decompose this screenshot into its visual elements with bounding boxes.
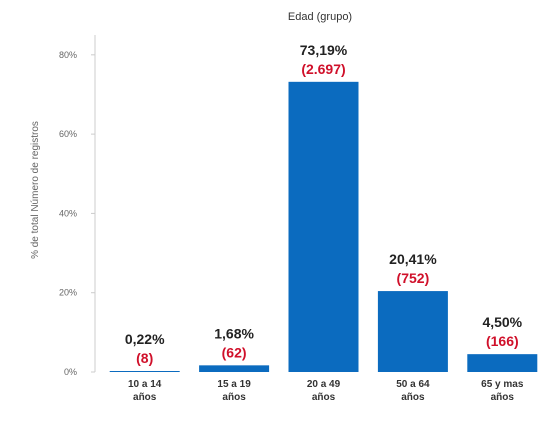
bar	[467, 354, 538, 372]
data-labels-group: 0,22% (8) 1,68% (62) 73,19% (2.697) 20,41% (752…	[125, 42, 523, 366]
count-label: (752)	[397, 270, 430, 286]
y-axis-label: % de total Número de registros	[30, 121, 41, 259]
percent-label: 73,19%	[300, 42, 348, 58]
bar	[109, 371, 180, 372]
x-tick-label: 20 a 49	[307, 379, 341, 390]
y-tick-label: 20%	[59, 288, 77, 298]
y-tick-label: 0%	[64, 367, 77, 377]
x-tick-label: 65 y mas	[481, 379, 524, 390]
x-tick-label: 15 a 19	[217, 379, 251, 390]
percent-label: 0,22%	[125, 331, 165, 347]
y-tick-label: 80%	[59, 50, 77, 60]
percent-label: 1,68%	[214, 325, 254, 341]
x-tick-label: años	[312, 392, 336, 403]
count-label: (166)	[486, 333, 519, 349]
chart-title: Edad (grupo)	[288, 11, 352, 23]
count-label: (62)	[222, 344, 247, 360]
x-axis-ticks: 10 a 14 años 15 a 19 años 20 a 49 años 50 a 64…	[128, 379, 524, 403]
x-tick-label: años	[491, 392, 515, 403]
y-axis-ticks: 0% 20% 40% 60% 80%	[59, 35, 96, 377]
x-tick-label: años	[222, 392, 246, 403]
bar	[377, 291, 448, 372]
bars-group	[109, 81, 538, 372]
x-tick-label: años	[401, 392, 425, 403]
y-tick-label: 60%	[59, 129, 77, 139]
count-label: (8)	[136, 350, 153, 366]
percent-label: 20,41%	[389, 251, 437, 267]
y-tick-label: 40%	[59, 208, 77, 218]
bar	[288, 81, 359, 372]
x-tick-label: años	[133, 392, 157, 403]
x-tick-label: 50 a 64	[396, 379, 430, 390]
bar	[199, 365, 270, 372]
x-tick-label: 10 a 14	[128, 379, 162, 390]
count-label: (2.697)	[301, 61, 345, 77]
percent-label: 4,50%	[482, 314, 522, 330]
